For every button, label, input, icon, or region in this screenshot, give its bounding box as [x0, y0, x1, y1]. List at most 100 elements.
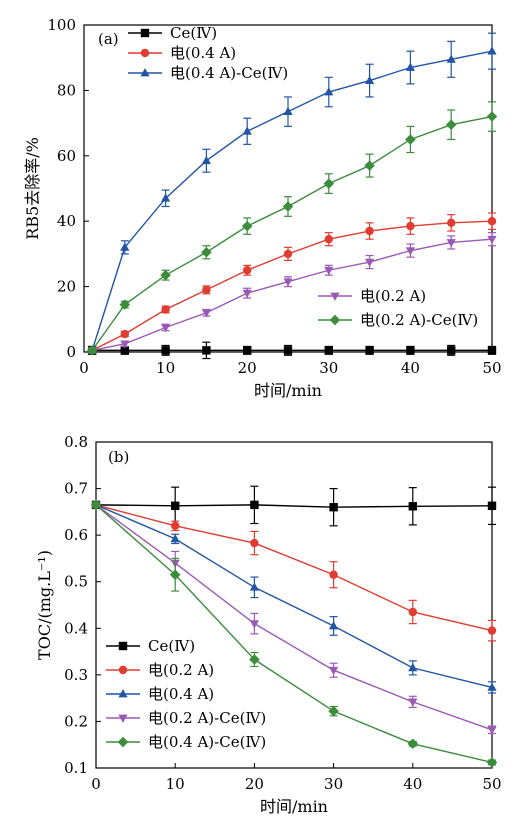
legend-label: 电(0.2 A)-Ce(Ⅳ) [148, 709, 266, 727]
data-point [446, 239, 456, 248]
data-point [243, 346, 252, 355]
legend-item: 电(0.2 A) [318, 287, 426, 305]
x-tick-label: 0 [79, 359, 89, 377]
data-point [201, 155, 212, 165]
data-point [406, 221, 415, 231]
data-point [161, 305, 170, 314]
x-tick-label: 10 [166, 775, 185, 793]
y-tick-label: 100 [47, 16, 76, 34]
legend-label: 电(0.4 A) [170, 44, 236, 62]
legend-marker [118, 665, 128, 675]
data-point [202, 346, 211, 355]
data-point [283, 249, 293, 259]
data-point [487, 682, 497, 691]
y-tick-label: 0.2 [64, 712, 88, 730]
legend-marker [118, 689, 128, 698]
data-point [446, 54, 456, 63]
x-axis-label: 时间/min [254, 381, 322, 400]
legend-item: 电(0.2 A)-Ce(Ⅳ) [106, 709, 266, 727]
x-tick-label: 20 [238, 359, 257, 377]
data-point [405, 62, 416, 71]
series-line [91, 50, 493, 351]
legend-marker [140, 68, 150, 77]
data-point [328, 621, 339, 630]
data-point [405, 134, 416, 145]
data-point [408, 607, 417, 617]
legend-marker [140, 48, 150, 58]
legend-item: 电(0.2 A) [106, 661, 214, 679]
data-point [447, 346, 456, 355]
legend-item: 电(0.4 A) [106, 685, 214, 703]
data-point [365, 226, 374, 236]
data-point [120, 329, 129, 339]
data-point [120, 340, 130, 349]
legend-item: 电(0.2 A)-Ce(Ⅳ) [318, 311, 478, 329]
x-tick-label: 40 [403, 775, 422, 793]
data-point [249, 582, 260, 591]
legend-0: Ce(Ⅳ) 电(0.2 A) 电(0.4 A) 电(0.2 A)-Ce(Ⅳ) 电(0.4… [106, 637, 266, 751]
data-point [324, 87, 334, 96]
data-point [201, 247, 212, 258]
chart-panel-b: 0 10 20 30 40 50 0.1 0.2 0.3 0.4 0.5 0.6 0.7 0.8 时间/mi… [35, 433, 502, 816]
legend-marker [140, 28, 150, 38]
legend-label: 电(0.2 A)-Ce(Ⅳ) [360, 311, 478, 329]
legend-marker [330, 292, 340, 301]
data-point [487, 46, 497, 55]
legend-item: 电(0.4 A)-Ce(Ⅳ) [128, 64, 288, 82]
data-point [86, 345, 98, 356]
data-point [171, 521, 180, 531]
data-point [487, 217, 497, 226]
data-point [250, 500, 259, 510]
series-3 [87, 232, 497, 356]
data-point [160, 269, 171, 281]
data-point [487, 626, 497, 635]
data-point [324, 346, 333, 355]
legend-label: 电(0.2 A) [148, 661, 214, 679]
data-point [328, 705, 339, 717]
data-point [160, 193, 171, 202]
legend-label: 电(0.4 A) [148, 685, 214, 703]
legend-label: Ce(Ⅳ) [170, 24, 217, 42]
series-line [91, 220, 493, 351]
data-point [405, 247, 416, 256]
y-tick-label: 0.6 [64, 526, 88, 544]
series-4 [90, 499, 498, 768]
y-tick-label: 20 [57, 278, 76, 296]
data-point [487, 235, 497, 245]
data-point [407, 738, 419, 750]
legend-marker [118, 714, 128, 723]
data-point [328, 666, 339, 676]
series-0 [91, 485, 497, 527]
y-tick-label: 80 [57, 81, 76, 99]
data-point [170, 534, 180, 543]
x-tick-label: 10 [156, 359, 175, 377]
data-point [242, 289, 252, 298]
data-point [249, 620, 260, 629]
series-2 [87, 32, 497, 354]
legend-item: 电(0.4 A) [128, 44, 236, 62]
legend-label: 电(0.2 A) [360, 287, 426, 305]
data-point [202, 285, 211, 295]
data-point [169, 569, 181, 580]
data-point [324, 266, 334, 276]
series-0 [87, 341, 497, 360]
series-line [95, 504, 493, 764]
data-point [447, 218, 456, 228]
panel-label: (a) [98, 30, 119, 48]
data-point [408, 663, 418, 672]
data-point [90, 499, 102, 511]
data-point [250, 538, 259, 548]
data-point [329, 570, 338, 579]
data-point [486, 757, 498, 768]
data-point [283, 346, 293, 355]
legend-item: Ce(Ⅳ) [128, 24, 217, 42]
legend-1: 电(0.2 A) 电(0.2 A)-Ce(Ⅳ) [318, 287, 478, 329]
series-line [95, 504, 493, 689]
data-point [120, 346, 129, 355]
y-tick-label: 0.1 [64, 759, 88, 777]
data-point [487, 726, 497, 735]
data-point [249, 654, 260, 665]
data-point [160, 324, 171, 333]
y-axis-label: RB5去除率/% [23, 137, 42, 240]
